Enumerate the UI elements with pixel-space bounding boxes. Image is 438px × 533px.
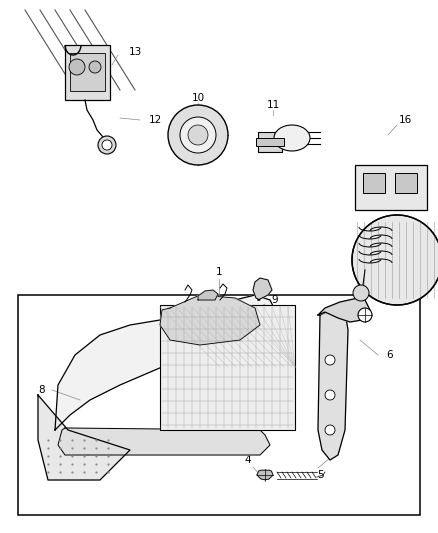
Polygon shape — [38, 395, 130, 480]
Circle shape — [352, 215, 438, 305]
Circle shape — [325, 355, 335, 365]
Text: 5: 5 — [317, 470, 323, 480]
Ellipse shape — [274, 125, 310, 151]
Polygon shape — [318, 298, 370, 322]
Circle shape — [102, 140, 112, 150]
Bar — [355, 165, 427, 210]
Text: 4: 4 — [245, 455, 251, 465]
Text: 13: 13 — [128, 47, 141, 57]
Circle shape — [188, 125, 208, 145]
Polygon shape — [257, 470, 273, 480]
Text: 11: 11 — [266, 100, 279, 110]
Text: 16: 16 — [399, 115, 412, 125]
Circle shape — [168, 105, 228, 165]
Circle shape — [358, 308, 372, 322]
Circle shape — [353, 285, 369, 301]
Circle shape — [89, 61, 101, 73]
Circle shape — [180, 117, 216, 153]
Bar — [363, 173, 385, 193]
Polygon shape — [253, 278, 272, 300]
Polygon shape — [318, 308, 348, 460]
Text: 10: 10 — [191, 93, 205, 103]
Polygon shape — [198, 290, 218, 300]
Bar — [258, 132, 282, 152]
Bar — [65, 45, 110, 100]
Text: 1: 1 — [215, 267, 223, 277]
Polygon shape — [58, 428, 270, 455]
Circle shape — [325, 425, 335, 435]
Circle shape — [69, 59, 85, 75]
Bar — [395, 173, 417, 193]
Polygon shape — [55, 295, 275, 430]
Text: 12: 12 — [148, 115, 162, 125]
Text: 6: 6 — [387, 350, 393, 360]
Text: 9: 9 — [272, 295, 278, 305]
Bar — [160, 305, 295, 430]
Text: 8: 8 — [39, 385, 45, 395]
Bar — [256, 138, 284, 146]
Bar — [18, 295, 420, 515]
Polygon shape — [160, 295, 260, 345]
Circle shape — [98, 136, 116, 154]
Bar — [70, 53, 105, 91]
Circle shape — [325, 390, 335, 400]
